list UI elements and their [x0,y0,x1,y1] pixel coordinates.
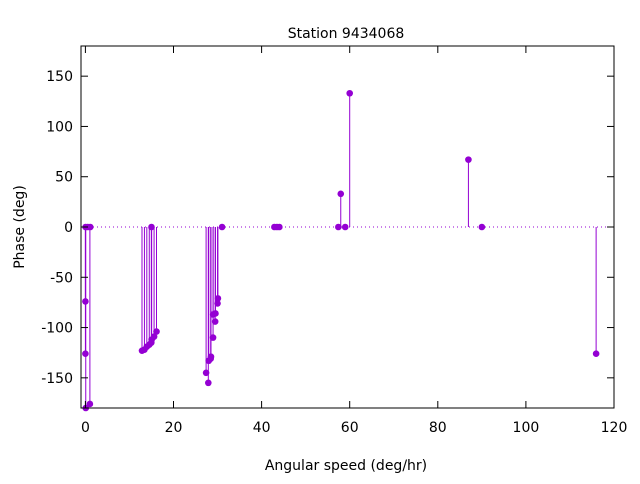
x-tick-label: 100 [513,420,540,436]
data-point [465,156,472,163]
impulse-layer [84,93,597,408]
x-tick-label: 40 [253,420,271,436]
data-point [82,298,89,305]
y-tick-label: 150 [46,69,73,85]
y-tick-label: -50 [50,270,73,286]
y-tick-label: 0 [64,220,73,236]
y-tick-label: 50 [55,170,73,186]
data-point [592,350,600,358]
data-point [346,89,354,97]
data-point [214,300,221,307]
data-point [209,334,217,341]
data-point [148,223,155,231]
data-point [341,223,349,231]
x-tick-label: 80 [429,420,447,436]
data-point [218,223,226,231]
data-point [335,223,342,231]
chart-title: Station 9434068 [288,26,405,42]
x-axis-label: Angular speed (deg/hr) [265,458,427,474]
y-axis-label: Phase (deg) [12,185,28,269]
data-point [202,369,210,377]
data-point [207,353,215,361]
data-point [276,223,283,231]
data-point [478,223,486,231]
y-tick-label: -150 [41,371,73,387]
y-tick-label: -100 [41,321,73,337]
data-point [211,318,219,325]
data-point [86,223,94,231]
data-point [214,295,222,302]
x-tick-label: 20 [165,420,183,436]
x-tick-label: 60 [341,420,359,436]
data-point [153,328,160,335]
data-point [82,350,89,358]
point-layer [82,89,600,412]
tick-layer: 0 20 40 60 80 100 120 -150 -100 -50 0 50 100 150 [41,46,627,436]
data-point [337,190,345,198]
data-point [150,333,158,340]
y-tick-label: 100 [46,119,73,135]
x-tick-label: 0 [81,420,90,436]
data-point [212,310,219,317]
data-point [86,400,94,408]
data-point [205,379,212,387]
x-tick-label: 120 [601,420,628,436]
